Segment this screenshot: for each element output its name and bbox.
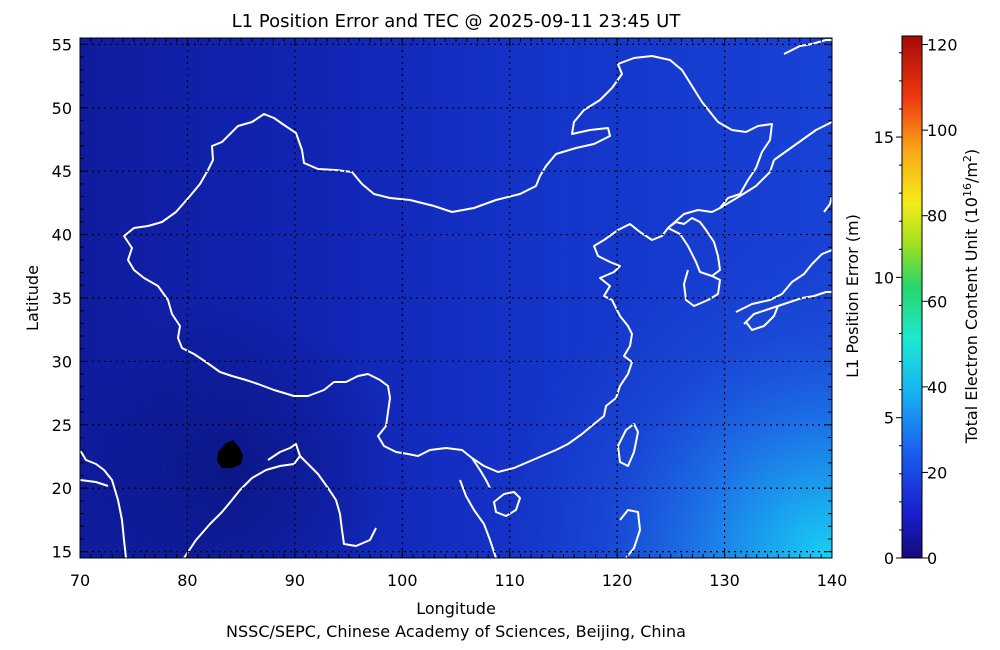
korea-peninsula — [667, 217, 721, 277]
credit-text: NSSC/SEPC, Chinese Academy of Sciences, … — [226, 622, 686, 641]
low-tec-spot — [217, 440, 243, 468]
philippines-luzon — [619, 509, 641, 558]
x-tick-label: 100 — [387, 571, 418, 590]
x-tick-label: 80 — [177, 571, 197, 590]
y-tick-label: 45 — [52, 162, 72, 181]
x-tick-label: 70 — [70, 571, 90, 590]
map-grid — [80, 38, 832, 558]
taiwan-island — [617, 423, 639, 467]
primorye-coast — [719, 159, 775, 209]
india-coast — [183, 443, 301, 558]
error-tick-label: 15 — [874, 128, 894, 147]
tec-tick-label: 80 — [927, 207, 947, 226]
y-tick-label: 20 — [52, 479, 72, 498]
colorbar-left-label: L1 Position Error (m) — [843, 214, 862, 378]
tec-field — [80, 38, 832, 558]
china-border — [123, 55, 773, 473]
x-tick-label: 140 — [817, 571, 848, 590]
figure-title: L1 Position Error and TEC @ 2025-09-11 2… — [232, 11, 682, 32]
y-tick-label: 40 — [52, 226, 72, 245]
cbar-label-sup1: 16 — [961, 183, 974, 197]
cbar-label-part3: ) — [962, 149, 981, 155]
sakhalin-coast — [773, 121, 832, 161]
colorbar-gradient — [901, 35, 923, 559]
japan-south — [743, 291, 832, 325]
error-tick-label: 0 — [884, 549, 894, 568]
x-tick-label: 130 — [709, 571, 740, 590]
error-tick-label: 5 — [884, 409, 894, 428]
plot-frame — [79, 37, 833, 559]
hainan-island — [493, 491, 521, 517]
x-tick-label: 110 — [494, 571, 525, 590]
tec-tick-label: 60 — [927, 292, 947, 311]
axis-ticks: 70 80 90 100 110 120 130 140 15 20 25 30 35 40 45 50 55 — [52, 35, 848, 590]
malay-peninsula — [459, 479, 497, 558]
korea-south — [683, 269, 721, 307]
colorbar: 0 20 40 60 80 100 120 0 5 10 15 L1 Position Error … — [843, 35, 981, 568]
tec-tick-label: 0 — [927, 549, 937, 568]
x-axis-label: Longitude — [416, 599, 496, 618]
japan-kyushu — [745, 305, 779, 331]
cbar-label-sup2: 2 — [961, 155, 974, 162]
y-tick-label: 15 — [52, 543, 72, 562]
cbar-label-part1: Total Electron Content Unit (10 — [962, 197, 981, 444]
myanmar-coast — [299, 455, 377, 547]
error-tick-label: 10 — [874, 268, 894, 287]
y-tick-label: 35 — [52, 289, 72, 308]
y-axis-label: Latitude — [23, 265, 42, 331]
cbar-label-part2: /m — [962, 162, 981, 183]
colorbar-ticks: 0 20 40 60 80 100 120 0 5 10 15 — [874, 36, 958, 568]
west-border — [80, 479, 109, 487]
map-outlines — [80, 39, 832, 558]
vietnam-coast — [471, 457, 491, 489]
tec-tick-label: 20 — [927, 463, 947, 482]
y-tick-label: 55 — [52, 35, 72, 54]
colorbar-right-label: Total Electron Content Unit (1016/m2) — [961, 149, 981, 444]
y-tick-label: 30 — [52, 352, 72, 371]
x-tick-label: 120 — [602, 571, 633, 590]
tec-tick-label: 120 — [927, 36, 958, 55]
y-tick-label: 50 — [52, 99, 72, 118]
tec-tick-label: 100 — [927, 121, 958, 140]
west-coast — [80, 449, 127, 558]
x-tick-label: 90 — [285, 571, 305, 590]
japan-honshu — [735, 249, 832, 313]
y-tick-label: 25 — [52, 416, 72, 435]
japan-north — [823, 195, 832, 213]
tec-tick-label: 40 — [927, 378, 947, 397]
